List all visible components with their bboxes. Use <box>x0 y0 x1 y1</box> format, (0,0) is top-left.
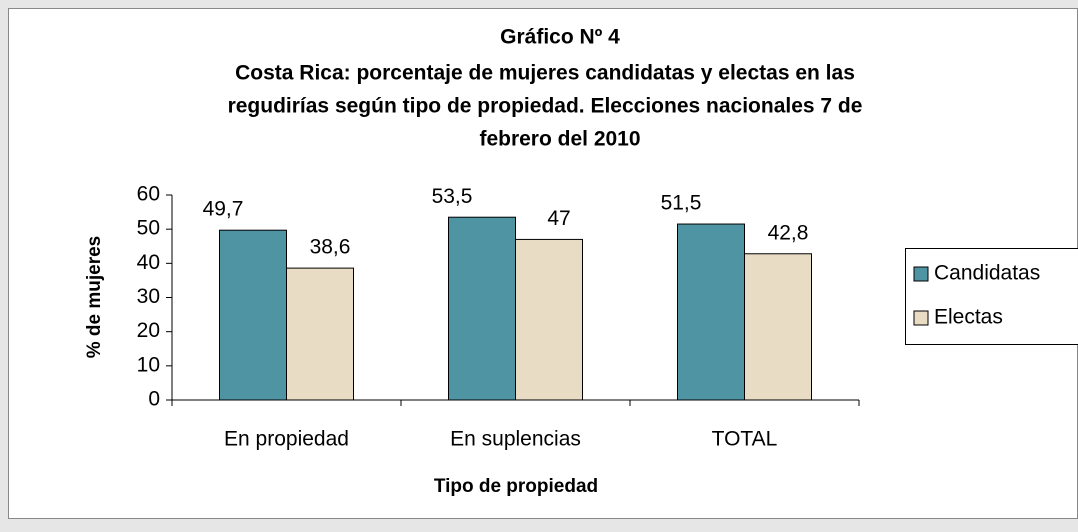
bar <box>287 268 354 400</box>
subtitle: Costa Rica: porcentaje de mujeres candid… <box>235 62 855 85</box>
x-tick-label: En propiedad <box>224 428 349 451</box>
value-label: 47 <box>547 207 570 230</box>
value-label: 38,6 <box>310 236 351 259</box>
value-label: 53,5 <box>432 185 473 208</box>
x-tick-label: En suplencias <box>450 428 581 451</box>
bar <box>220 230 287 400</box>
bar <box>745 254 812 400</box>
y-tick-label: 50 <box>137 217 160 240</box>
bar <box>516 239 583 400</box>
x-axis-label: Tipo de propiedad <box>434 476 598 497</box>
y-tick-label: 60 <box>137 183 160 206</box>
legend-swatch <box>914 267 928 281</box>
y-tick-label: 30 <box>137 285 160 308</box>
y-tick-label: 20 <box>137 319 160 342</box>
x-tick-label: TOTAL <box>712 428 778 451</box>
subtitle: febrero del 2010 <box>479 128 640 151</box>
y-axis-label: % de mujeres <box>84 236 105 359</box>
chart-title: Gráfico Nº 4 <box>500 26 620 49</box>
bar <box>449 217 516 400</box>
y-tick-label: 40 <box>137 251 160 274</box>
value-label: 42,8 <box>768 221 809 244</box>
y-tick-label: 0 <box>148 388 160 411</box>
legend-label: Candidatas <box>934 262 1040 285</box>
legend-label: Electas <box>934 306 1003 329</box>
y-tick-label: 10 <box>137 353 160 376</box>
subtitle: regudirías según tipo de propiedad. Elec… <box>228 95 863 118</box>
bar <box>678 224 745 400</box>
value-label: 51,5 <box>661 192 702 215</box>
value-label: 49,7 <box>203 198 244 221</box>
legend-swatch <box>914 311 928 325</box>
